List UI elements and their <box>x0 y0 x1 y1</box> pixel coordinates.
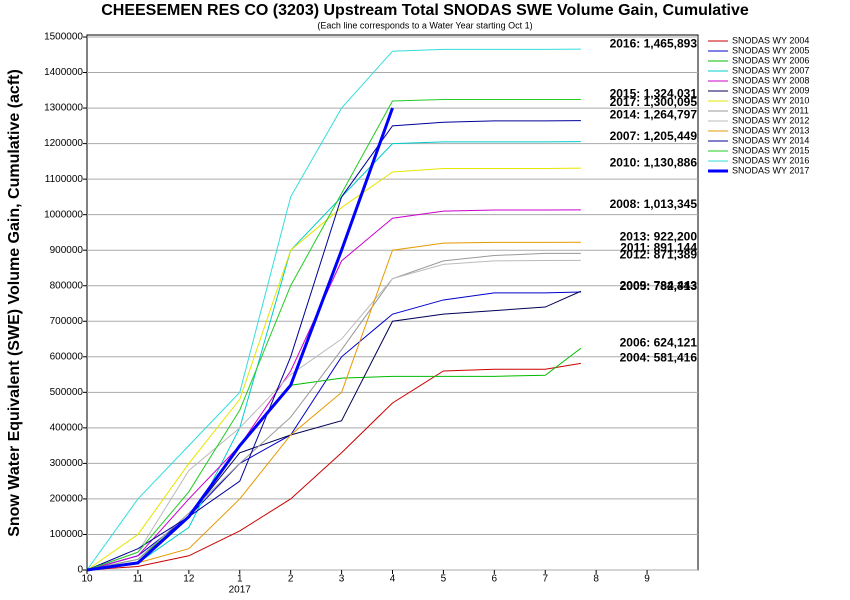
y-tick-label: 400000 <box>50 423 84 434</box>
legend-label[interactable]: SNODAS WY 2016 <box>732 155 809 165</box>
y-tick-label: 1500000 <box>44 32 83 43</box>
end-annotation: 2015: 1,324,031 <box>610 87 698 101</box>
x-tick-label: 3 <box>339 574 345 585</box>
legend-label[interactable]: SNODAS WY 2010 <box>732 95 809 105</box>
y-tick-label: 300000 <box>50 458 84 469</box>
series-line <box>86 167 581 571</box>
series-line <box>86 209 581 571</box>
end-annotation: 2012: 871,389 <box>620 248 698 262</box>
x-tick-label: 10 <box>81 574 93 585</box>
y-tick-label: 800000 <box>50 280 84 291</box>
x-tick-label: 9 <box>644 574 650 585</box>
x-tick-label: 8 <box>593 574 599 585</box>
end-annotation: 2013: 922,200 <box>620 229 698 243</box>
series-line <box>86 259 581 571</box>
series-line <box>86 362 581 571</box>
legend-label[interactable]: SNODAS WY 2015 <box>732 145 809 155</box>
legend-label[interactable]: SNODAS WY 2009 <box>732 85 809 95</box>
x-tick-label: 11 <box>133 574 144 585</box>
y-tick-label: 1200000 <box>44 138 83 149</box>
end-annotation: 2017: 1,300,095 <box>610 95 698 109</box>
series-line <box>86 107 394 572</box>
chart-subtitle: (Each line corresponds to a Water Year s… <box>317 20 532 30</box>
series-line <box>86 241 581 571</box>
end-annotation: 2004: 581,416 <box>620 351 698 365</box>
legend-label[interactable]: SNODAS WY 2012 <box>732 115 809 125</box>
series-line <box>86 120 581 571</box>
y-axis-label: Snow Water Equivalent (SWE) Volume Gain,… <box>6 69 23 537</box>
y-tick-label: 600000 <box>50 351 84 362</box>
x-tick-label: 2 <box>288 574 294 585</box>
end-annotation: 2014: 1,264,797 <box>610 108 698 122</box>
legend-label[interactable]: SNODAS WY 2013 <box>732 125 809 135</box>
y-tick-label: 500000 <box>50 387 84 398</box>
legend-label[interactable]: SNODAS WY 2006 <box>732 55 809 65</box>
y-tick-label: 1400000 <box>44 67 83 78</box>
series-line <box>86 99 581 571</box>
legend-label[interactable]: SNODAS WY 2011 <box>732 105 809 115</box>
y-tick-label: 1000000 <box>44 209 83 220</box>
plot-area <box>86 34 699 571</box>
x-tick-label: 4 <box>390 574 396 585</box>
end-annotation: 2005: 782,313 <box>620 279 698 293</box>
chart-title: CHEESEMEN RES CO (3203) Upstream Total S… <box>101 2 749 19</box>
x-tick-label: 12 <box>183 574 195 585</box>
legend-label[interactable]: SNODAS WY 2017 <box>732 165 809 175</box>
end-annotation: 2010: 1,130,886 <box>610 155 698 169</box>
y-tick-label: 200000 <box>50 494 84 505</box>
y-tick-label: 700000 <box>50 316 84 327</box>
end-annotation: 2016: 1,465,893 <box>610 36 698 50</box>
legend-label[interactable]: SNODAS WY 2005 <box>732 45 809 55</box>
legend-label[interactable]: SNODAS WY 2004 <box>732 35 809 45</box>
x-tick-label: 6 <box>492 574 498 585</box>
series-line <box>86 291 581 571</box>
legend-label[interactable]: SNODAS WY 2007 <box>732 65 809 75</box>
y-tick-label: 0 <box>77 565 83 576</box>
end-annotation: 2011: 891,144 <box>620 241 697 255</box>
y-tick-label: 100000 <box>50 529 84 540</box>
y-tick-label: 1100000 <box>45 174 84 185</box>
legend-label[interactable]: SNODAS WY 2008 <box>732 75 809 85</box>
x-year-label: 2017 <box>229 585 252 596</box>
legend-label[interactable]: SNODAS WY 2014 <box>732 135 809 145</box>
x-tick-label: 7 <box>542 574 548 585</box>
end-annotation: 2006: 624,121 <box>620 335 698 349</box>
x-tick-label: 1 <box>237 574 243 585</box>
end-annotation: 2007: 1,205,449 <box>610 129 698 143</box>
series-line <box>86 252 581 571</box>
end-annotation: 2009: 784,443 <box>620 278 698 292</box>
y-tick-label: 1300000 <box>44 103 83 114</box>
series-line <box>86 48 581 571</box>
x-tick-label: 5 <box>441 574 447 585</box>
y-tick-label: 900000 <box>50 245 84 256</box>
end-annotation: 2008: 1,013,345 <box>610 197 698 211</box>
